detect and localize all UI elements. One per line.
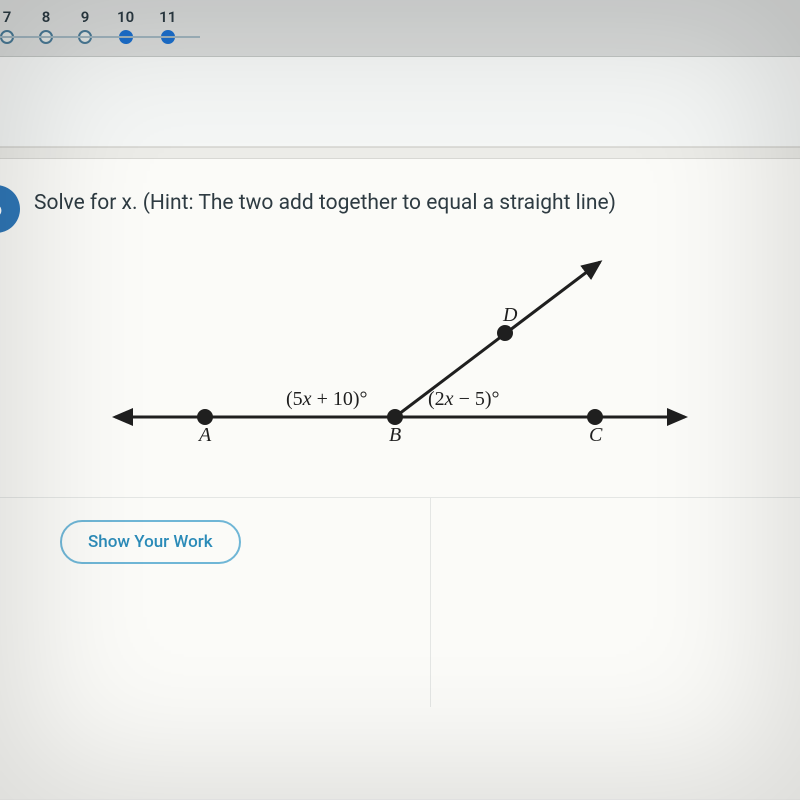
question-number-badge: 6 (0, 185, 20, 233)
svg-text:D: D (502, 304, 518, 326)
content-area: 6 1 Solve for x. (Hint: The two add toge… (0, 159, 800, 799)
progress-step-9[interactable]: 9 (78, 8, 92, 44)
progress-step-11[interactable]: 11 (159, 8, 176, 44)
svg-text:(2x − 5)°: (2x − 5)° (428, 388, 500, 410)
separator (0, 147, 800, 159)
progress-step-label: 11 (159, 8, 176, 26)
progress-step-8[interactable]: 8 (39, 8, 53, 44)
work-right[interactable] (431, 498, 800, 707)
work-left: Show Your Work (0, 498, 431, 707)
progress-nav: 7 8 9 10 11 (0, 0, 800, 57)
progress-step-10[interactable]: 10 (117, 8, 134, 44)
progress-step-label: 7 (3, 8, 12, 26)
svg-text:(5x + 10)°: (5x + 10)° (286, 388, 368, 410)
progress-line (0, 36, 200, 38)
svg-text:A: A (197, 424, 212, 446)
svg-text:B: B (389, 424, 401, 446)
svg-text:C: C (589, 424, 603, 446)
progress-step-label: 9 (81, 8, 90, 26)
work-panels: Show Your Work (0, 497, 800, 707)
progress-step-label: 8 (42, 8, 51, 26)
progress-step-7[interactable]: 7 (0, 8, 14, 44)
header-gap (0, 57, 800, 147)
geometry-figure: A B C D (5x + 10)° (2x − 5)° (90, 247, 710, 477)
progress-step-label: 10 (117, 8, 134, 26)
show-your-work-button[interactable]: Show Your Work (60, 520, 241, 564)
question-prompt: Solve for x. (Hint: The two add together… (34, 189, 770, 217)
